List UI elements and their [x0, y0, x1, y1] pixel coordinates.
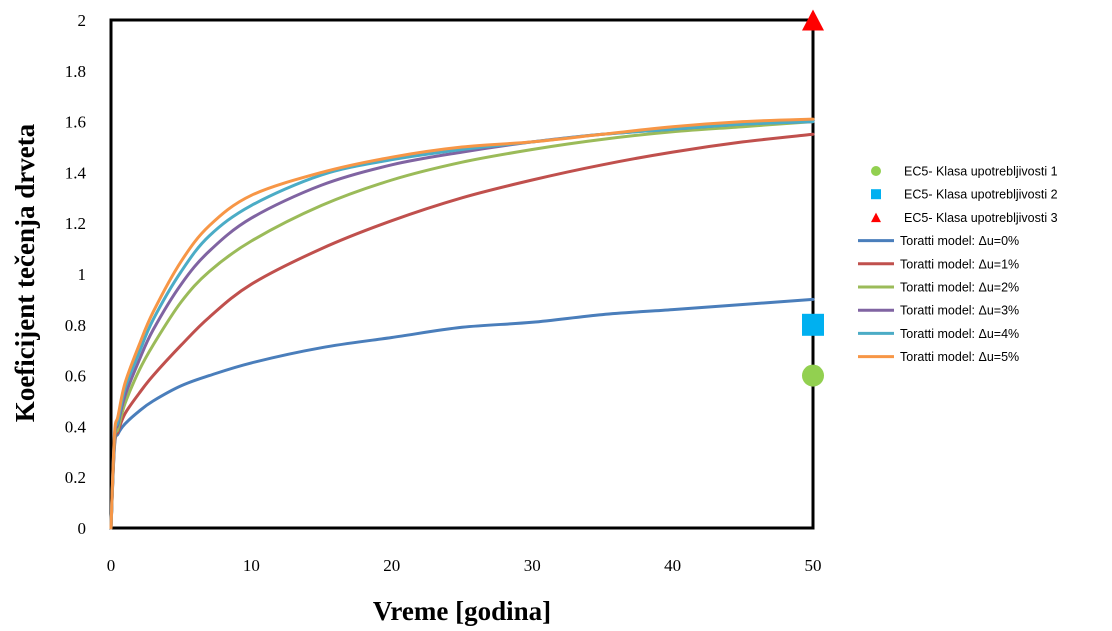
legend-label: EC5- Klasa upotrebljivosti 2: [904, 188, 1058, 202]
legend-item: EC5- Klasa upotrebljivosti 1: [871, 165, 1058, 179]
data-point-circle: [802, 364, 824, 387]
series-line-4: [109, 120, 815, 530]
y-tick-label: 1.2: [65, 214, 86, 233]
y-tick-label: 1.8: [65, 62, 86, 81]
x-tick-label: 40: [664, 556, 681, 575]
legend-item: Toratti model: Δu=1%: [858, 257, 1019, 271]
x-tick-label: 30: [524, 556, 541, 575]
legend-item: Toratti model: Δu=0%: [858, 234, 1019, 248]
x-tick-label: 0: [107, 556, 116, 575]
y-tick-label: 1: [78, 265, 87, 284]
legend-item: Toratti model: Δu=4%: [858, 327, 1019, 341]
x-tick-label: 20: [383, 556, 400, 575]
legend-item: Toratti model: Δu=2%: [858, 281, 1019, 295]
legend-label: Toratti model: Δu=2%: [900, 281, 1019, 295]
series-line-3: [109, 120, 815, 530]
y-tick-label: 2: [78, 11, 87, 30]
legend-swatch-triangle: [871, 212, 881, 223]
legend-label: Toratti model: Δu=1%: [900, 257, 1019, 271]
legend-label: Toratti model: Δu=4%: [900, 327, 1019, 341]
plot-area: [109, 18, 815, 530]
data-point-square: [802, 313, 824, 336]
series-line-0: [109, 297, 815, 530]
legend-label: EC5- Klasa upotrebljivosti 1: [904, 165, 1058, 179]
y-tick-label: 0.4: [65, 417, 87, 436]
x-axis-title: Vreme [godina]: [373, 596, 551, 626]
series-line-1: [109, 132, 815, 530]
legend-item: Toratti model: Δu=5%: [858, 350, 1019, 364]
legend-label: EC5- Klasa upotrebljivosti 3: [904, 211, 1058, 225]
x-tick-label: 10: [243, 556, 260, 575]
y-tick-label: 0.8: [65, 316, 86, 335]
legend: EC5- Klasa upotrebljivosti 1 EC5- Klasa u…: [858, 165, 1058, 364]
legend-label: Toratti model: Δu=3%: [900, 304, 1019, 318]
y-axis-ticks: 0 0.2 0.4 0.6 0.8 1 1.2 1.4 1.6 1.8 2: [65, 11, 87, 538]
legend-label: Toratti model: Δu=0%: [900, 234, 1019, 248]
plot-frame: [109, 18, 815, 530]
legend-swatch-square: [871, 189, 881, 200]
data-point-triangle: [802, 9, 824, 31]
y-tick-label: 1.6: [65, 113, 86, 132]
y-tick-label: 0: [78, 519, 87, 538]
legend-label: Toratti model: Δu=5%: [900, 350, 1019, 364]
y-axis-title: Koeficijent tečenja drveta: [10, 123, 40, 422]
series-layer: [109, 9, 824, 530]
series-line-2: [109, 120, 815, 530]
series-line-5: [109, 117, 815, 530]
legend-item: EC5- Klasa upotrebljivosti 2: [871, 188, 1058, 202]
y-tick-label: 0.6: [65, 367, 86, 386]
x-axis-ticks: 0 10 20 30 40 50: [107, 556, 822, 575]
y-tick-label: 1.4: [65, 163, 87, 182]
legend-item: EC5- Klasa upotrebljivosti 3: [871, 211, 1058, 225]
legend-item: Toratti model: Δu=3%: [858, 304, 1019, 318]
x-tick-label: 50: [805, 556, 822, 575]
legend-swatch-circle: [871, 166, 881, 176]
y-tick-label: 0.2: [65, 468, 86, 487]
